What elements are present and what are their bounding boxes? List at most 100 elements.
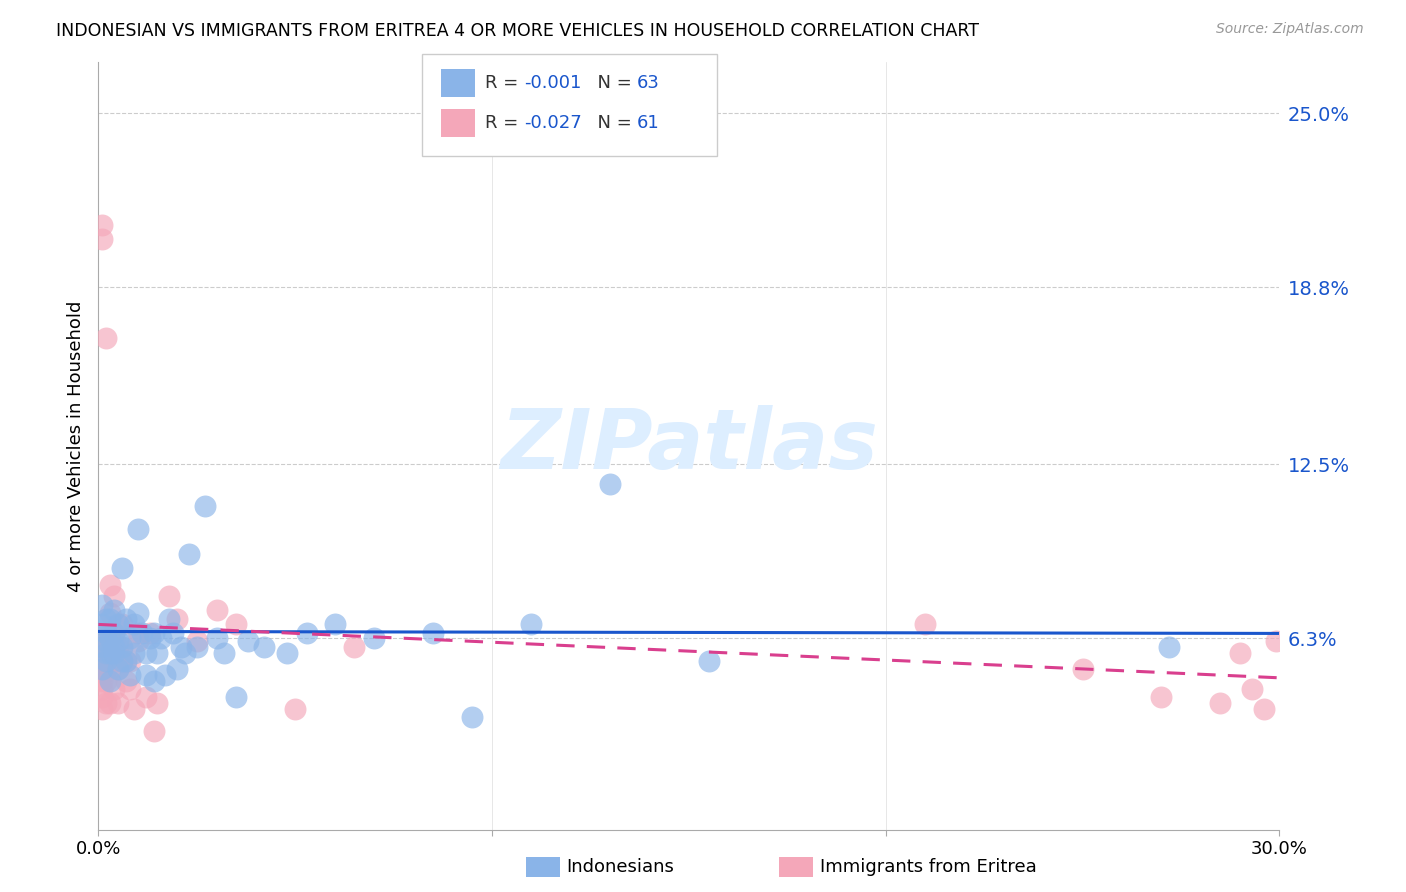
Point xyxy=(1253,702,1275,716)
Point xyxy=(461,710,484,724)
Point xyxy=(91,662,114,676)
Point xyxy=(91,681,114,696)
Point xyxy=(118,654,141,668)
Point xyxy=(122,646,145,660)
Point xyxy=(186,640,208,654)
Text: N =: N = xyxy=(586,114,638,132)
Text: R =: R = xyxy=(485,114,524,132)
Point xyxy=(166,662,188,676)
Point xyxy=(697,654,720,668)
Point xyxy=(127,634,149,648)
Point xyxy=(91,598,114,612)
Point xyxy=(1209,696,1232,710)
Point xyxy=(96,625,118,640)
Point xyxy=(103,681,125,696)
Point xyxy=(177,547,200,561)
Point xyxy=(157,590,180,604)
Text: N =: N = xyxy=(586,74,638,92)
Point xyxy=(98,606,121,620)
Point xyxy=(343,640,366,654)
Point xyxy=(98,696,121,710)
Point xyxy=(96,634,118,648)
Text: R =: R = xyxy=(485,74,524,92)
Point xyxy=(111,640,134,654)
Point xyxy=(127,625,149,640)
Point xyxy=(914,617,936,632)
Point xyxy=(142,673,165,688)
Point xyxy=(91,232,114,246)
Point xyxy=(146,646,169,660)
Point xyxy=(98,646,121,660)
Point xyxy=(107,696,129,710)
Point xyxy=(205,632,228,646)
Point xyxy=(91,640,114,654)
Point xyxy=(157,612,180,626)
Point xyxy=(107,634,129,648)
Point xyxy=(98,632,121,646)
Point xyxy=(135,690,157,705)
Point xyxy=(150,632,173,646)
Point xyxy=(170,640,193,654)
Point xyxy=(214,646,236,660)
Point xyxy=(107,662,129,676)
Point xyxy=(115,654,138,668)
Point xyxy=(520,617,543,632)
Text: -0.027: -0.027 xyxy=(524,114,582,132)
Point xyxy=(107,617,129,632)
Point xyxy=(103,625,125,640)
Point xyxy=(91,219,114,233)
Point xyxy=(111,617,134,632)
Point xyxy=(295,625,318,640)
Point xyxy=(98,578,121,592)
Point xyxy=(111,654,134,668)
Point xyxy=(135,668,157,682)
Point xyxy=(98,662,121,676)
Point xyxy=(599,477,621,491)
Point xyxy=(118,681,141,696)
Text: Source: ZipAtlas.com: Source: ZipAtlas.com xyxy=(1216,22,1364,37)
Point xyxy=(96,646,118,660)
Point xyxy=(115,654,138,668)
Point xyxy=(107,617,129,632)
Point xyxy=(1229,646,1251,660)
Point xyxy=(103,646,125,660)
Point xyxy=(118,632,141,646)
Point xyxy=(91,673,114,688)
Point xyxy=(96,331,118,345)
Point xyxy=(111,640,134,654)
Point xyxy=(174,646,197,660)
Point xyxy=(107,662,129,676)
Point xyxy=(118,668,141,682)
Point xyxy=(115,673,138,688)
Point xyxy=(1264,634,1286,648)
Point xyxy=(98,646,121,660)
Text: ZIPatlas: ZIPatlas xyxy=(501,406,877,486)
Point xyxy=(1150,690,1173,705)
Point xyxy=(103,654,125,668)
Text: -0.001: -0.001 xyxy=(524,74,582,92)
Text: 61: 61 xyxy=(637,114,659,132)
Text: Immigrants from Eritrea: Immigrants from Eritrea xyxy=(820,858,1036,876)
Point xyxy=(205,603,228,617)
Point xyxy=(96,673,118,688)
Point xyxy=(236,634,259,648)
Point xyxy=(103,640,125,654)
Y-axis label: 4 or more Vehicles in Household: 4 or more Vehicles in Household xyxy=(66,301,84,591)
Point xyxy=(138,625,160,640)
Point xyxy=(103,590,125,604)
Point xyxy=(107,640,129,654)
Point xyxy=(194,500,217,514)
Point xyxy=(253,640,276,654)
Point xyxy=(323,617,346,632)
Point xyxy=(91,646,114,660)
Point xyxy=(96,625,118,640)
Point xyxy=(131,625,153,640)
Point xyxy=(96,654,118,668)
Text: Indonesians: Indonesians xyxy=(567,858,675,876)
Point xyxy=(127,522,149,536)
Point xyxy=(1240,681,1263,696)
Point xyxy=(91,690,114,705)
Point xyxy=(103,603,125,617)
Text: 63: 63 xyxy=(637,74,659,92)
Text: INDONESIAN VS IMMIGRANTS FROM ERITREA 4 OR MORE VEHICLES IN HOUSEHOLD CORRELATIO: INDONESIAN VS IMMIGRANTS FROM ERITREA 4 … xyxy=(56,22,979,40)
